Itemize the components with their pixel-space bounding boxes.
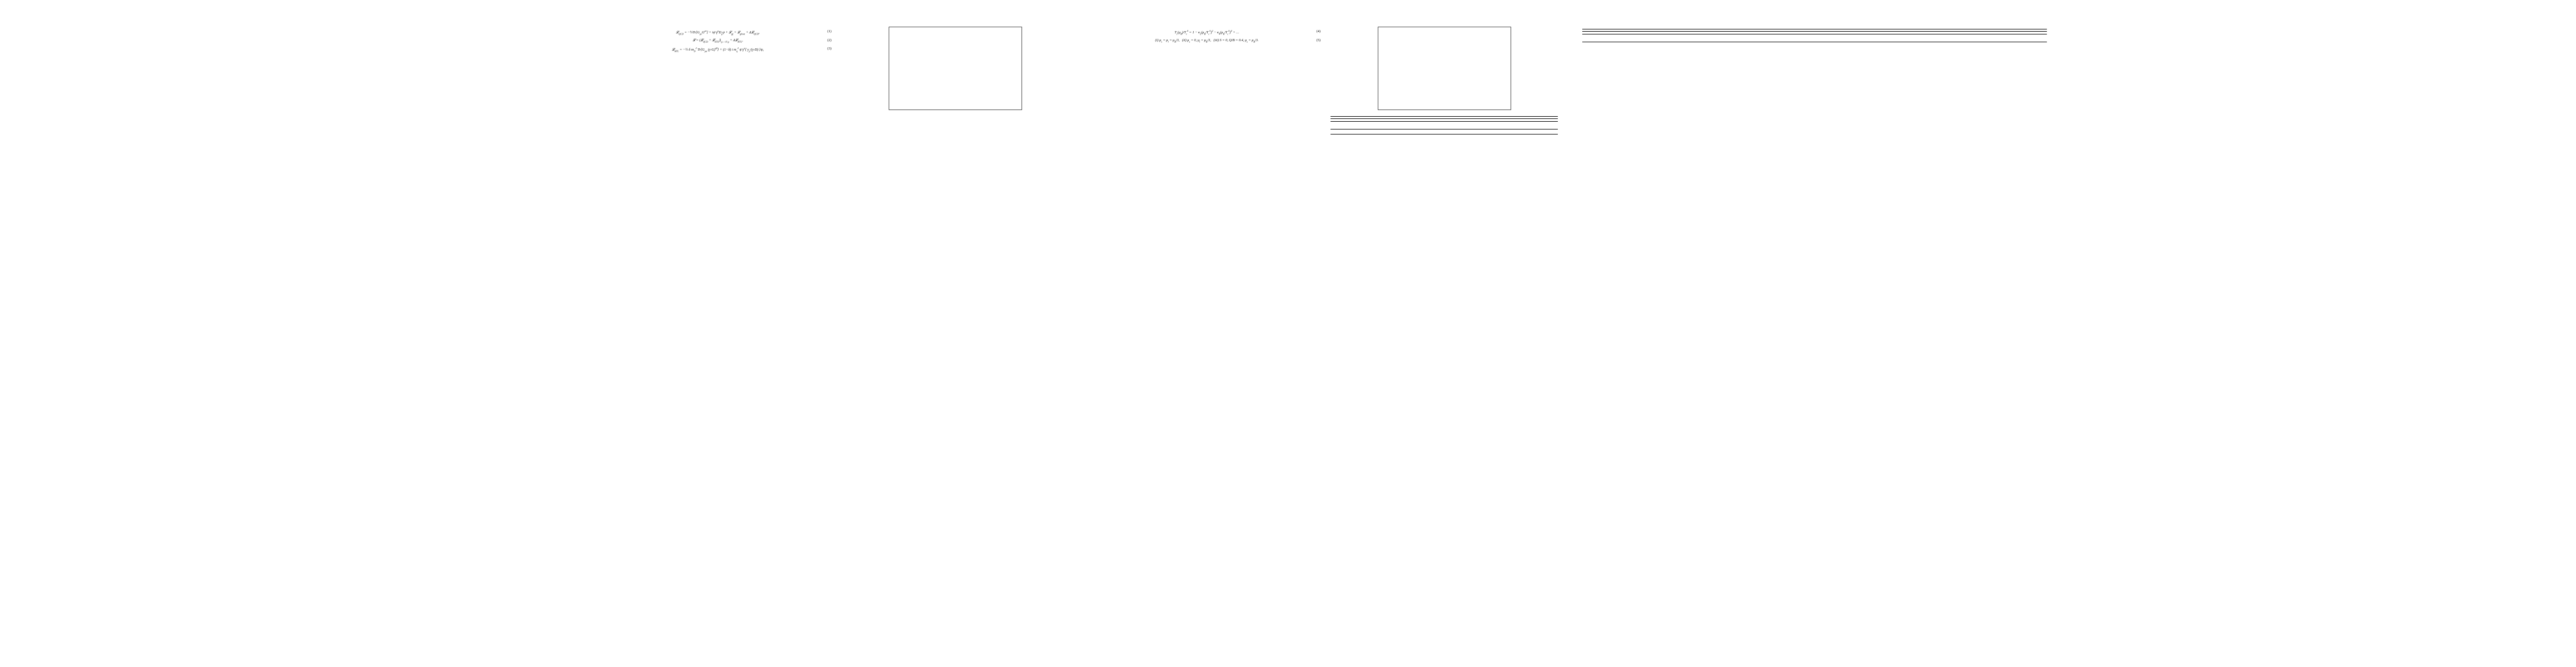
equation-4: Tc(μB)/Tc0 = 1 − κ2(μB/Tc0)2 − κ4(μB/Tc0… — [1174, 29, 1321, 36]
column-header — [1815, 31, 1931, 34]
page-4-columns — [1582, 49, 2047, 633]
figure-1-plot-area — [841, 27, 1069, 110]
page-3-columns: Tc(μB)/Tc0 = 1 − κ2(μB/Tc0)2 − κ4(μB/Tc0… — [1093, 27, 1558, 666]
footnote — [1331, 134, 1558, 136]
table-1-grid — [1331, 118, 1558, 130]
cell — [1444, 126, 1501, 130]
page-4 — [1570, 0, 2059, 667]
table-header-row — [1331, 118, 1558, 122]
cell — [1387, 126, 1444, 130]
reference-list-page5 — [2071, 29, 2563, 663]
column-header — [1931, 31, 2047, 34]
equation-1: 𝓛QCD = −½Tr[GμνGμν] + iψ̄ γμDμψ + 𝓛gf + … — [676, 29, 831, 36]
cell — [1931, 39, 2047, 43]
figure-2 — [1331, 27, 1558, 110]
page-title — [60, 30, 536, 39]
page-5 — [2059, 0, 2576, 667]
equation-number: (1) — [827, 29, 831, 33]
table-header-row — [1582, 31, 2047, 34]
cell — [1815, 39, 1931, 43]
table-row — [1582, 39, 2047, 43]
cell — [1501, 126, 1558, 130]
page-2-columns: 𝓛QCD = −½Tr[GμνGμν] + iψ̄ γμDμψ + 𝓛gf + … — [604, 27, 1069, 666]
figure-1-axes — [888, 27, 1022, 110]
cell — [1331, 126, 1388, 130]
column-header — [1387, 118, 1444, 122]
equation-2: 𝓛 = (𝓛QCD + 𝓛HTL)|g→√δ g + Δ𝓛HTL, (2) — [692, 38, 831, 43]
table-2-grid — [1582, 31, 2047, 43]
page-2: 𝓛QCD = −½Tr[GμνGμν] + iψ̄ γμDμψ + 𝓛gf + … — [592, 0, 1081, 667]
column-flow — [1582, 49, 2047, 56]
table-2-top-rule — [1582, 29, 2047, 32]
table-2-body — [1582, 34, 2047, 43]
equation-number: (2) — [827, 38, 831, 43]
column-flow: 𝓛QCD = −½Tr[GμνGμν] + iψ̄ γμDμψ + 𝓛gf + … — [604, 27, 1069, 116]
equation-number: (5) — [1316, 38, 1321, 43]
equation-3: 𝓛HTL = −½ δ mD2 Tr⟨Gμα (y·G)νβ⟩ + (1−δ) … — [671, 46, 831, 53]
page-3: Tc(μB)/Tc0 = 1 − κ2(μB/Tc0)2 − κ4(μB/Tc0… — [1081, 0, 1570, 667]
page-1 — [0, 0, 592, 667]
reference-list-page4 — [1582, 49, 2047, 56]
equation-number: (4) — [1316, 29, 1321, 33]
figure-2-axes — [1377, 27, 1511, 110]
column-header — [1582, 31, 1698, 34]
equation-5: (i) μs = μl = μB/3, (ii) μs = 0, μl = μB… — [1155, 38, 1321, 43]
table-row — [1331, 126, 1558, 130]
figure-1 — [841, 27, 1069, 110]
column-header — [1331, 118, 1388, 122]
table-2 — [1582, 29, 2047, 43]
column-header — [1444, 118, 1501, 122]
equation-number: (3) — [827, 46, 831, 51]
table-1-top-rule — [1331, 116, 1558, 119]
column-flow: Tc(μB)/Tc0 = 1 − κ2(μB/Tc0)2 − κ4(μB/Tc0… — [1093, 27, 1558, 136]
cell — [1698, 39, 1815, 43]
figure-2-plot-area — [1331, 27, 1558, 110]
column-header — [1501, 118, 1558, 122]
table-1-body — [1331, 121, 1558, 130]
page-1-columns — [19, 47, 577, 550]
cell — [1582, 39, 1698, 43]
column-header — [1698, 31, 1815, 34]
table-1 — [1331, 116, 1558, 130]
